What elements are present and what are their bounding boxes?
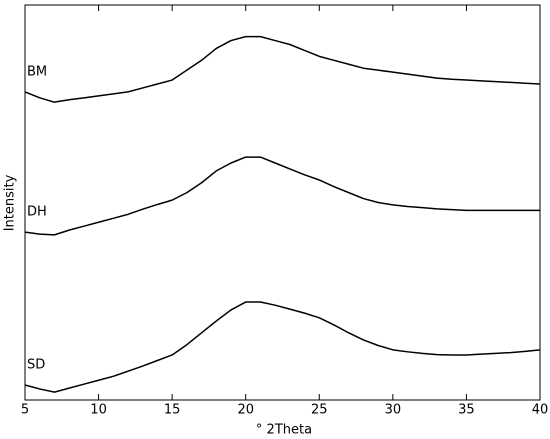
x-axis-label: ° 2Theta	[256, 423, 312, 438]
x-tick-label: 30	[385, 403, 402, 418]
y-axis-label: Intensity	[3, 174, 18, 231]
x-tick-label: 40	[532, 403, 549, 418]
x-tick-label: 35	[458, 403, 475, 418]
x-tick-label: 15	[164, 403, 181, 418]
series-label: BM	[27, 64, 47, 79]
plot-frame	[24, 4, 541, 401]
x-tick-label: 25	[311, 403, 328, 418]
series-label: DH	[27, 205, 47, 220]
x-tick-label: 5	[21, 403, 29, 418]
series-line	[24, 301, 541, 393]
x-tick-label: 20	[237, 403, 254, 418]
series-line	[24, 156, 540, 236]
x-tick-label: 10	[90, 403, 107, 418]
series-line	[24, 35, 541, 103]
series-label: SD	[27, 357, 45, 372]
